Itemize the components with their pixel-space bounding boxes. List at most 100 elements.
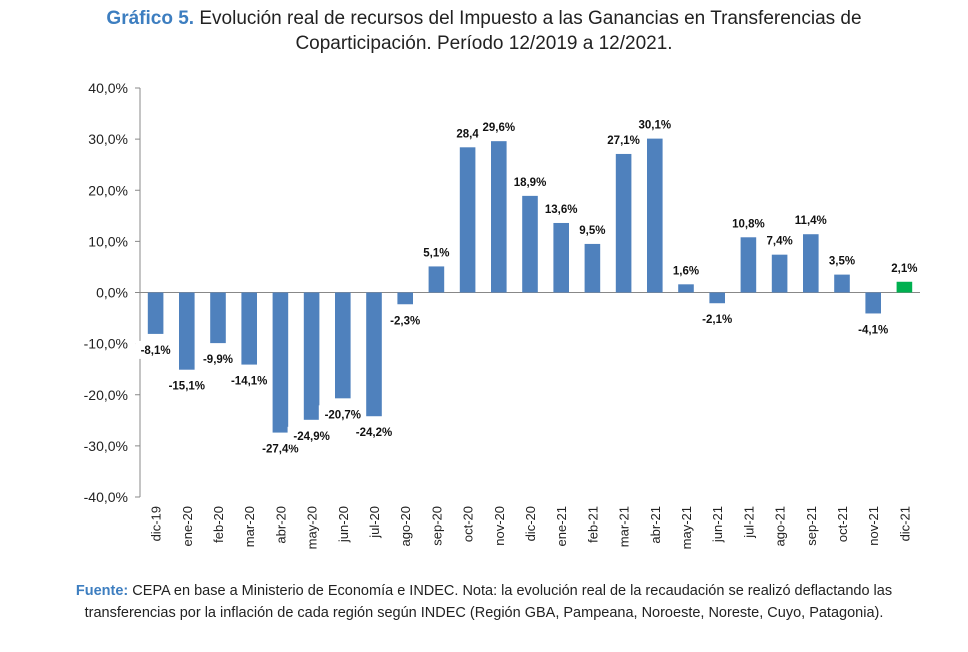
bar — [771, 254, 788, 293]
data-label: 27,1% — [607, 135, 640, 147]
data-label-bg — [384, 311, 426, 330]
bar — [210, 292, 226, 344]
data-label: 9,5% — [579, 225, 605, 237]
data-label-bg — [225, 371, 274, 390]
data-label-bg — [669, 261, 703, 280]
x-tick-label: jun-20 — [336, 506, 351, 543]
data-label: 1,6% — [673, 265, 699, 277]
data-label: -15,1% — [169, 381, 205, 393]
y-tick-label: 0,0% — [96, 285, 128, 301]
data-label: -8,1% — [141, 345, 171, 357]
data-label-bg — [634, 115, 676, 134]
data-label-bg — [135, 340, 177, 359]
data-label: -20,7% — [325, 409, 361, 421]
bar — [553, 222, 569, 293]
data-label-bg — [852, 320, 894, 339]
source-note: Fuente: CEPA en base a Ministerio de Eco… — [30, 580, 938, 624]
x-tick-label: jul-20 — [367, 506, 382, 539]
x-tick-label: oct-21 — [835, 506, 850, 542]
data-label: 13,6% — [545, 204, 578, 216]
bar — [647, 138, 663, 293]
data-label: -4,1% — [858, 324, 888, 336]
data-label: 7,4% — [766, 236, 792, 248]
bar — [834, 274, 850, 293]
data-label: -2,1% — [702, 314, 732, 326]
bar — [303, 292, 320, 420]
data-label: -24,9% — [293, 431, 329, 443]
source-prefix: Fuente: — [75, 583, 129, 599]
data-label: 10,8% — [732, 218, 765, 230]
source-text: CEPA en base a Ministerio de Economía e … — [84, 583, 893, 621]
y-tick-label: 30,0% — [88, 131, 128, 147]
chart-title: Gráfico 5. Evolución real de recursos de… — [40, 6, 928, 56]
data-label-bg — [350, 423, 398, 442]
x-tick-label: oct-20 — [461, 506, 476, 542]
x-tick-label: feb-21 — [585, 506, 600, 543]
data-label-bg — [162, 376, 211, 395]
y-tick-label: -20,0% — [84, 387, 128, 403]
x-tick-label: ene-21 — [554, 506, 569, 546]
x-tick-label: ene-20 — [180, 506, 195, 546]
data-label-bg — [887, 258, 922, 277]
bar — [803, 234, 819, 293]
data-label: -14,1% — [231, 376, 267, 388]
data-label-bg — [509, 172, 551, 191]
x-tick-label: may-20 — [305, 506, 320, 549]
data-label: 5,1% — [423, 247, 449, 259]
data-label: -24,2% — [356, 427, 392, 439]
data-label-bg — [727, 214, 769, 233]
data-label: 2,1% — [891, 263, 917, 275]
bar — [397, 292, 413, 305]
x-tick-label: feb-20 — [211, 506, 226, 543]
data-label-bg — [603, 130, 645, 149]
bar — [179, 292, 195, 370]
x-tick-label: nov-20 — [492, 506, 507, 546]
x-tick-label: abr-20 — [273, 506, 288, 544]
x-tick-label: abr-21 — [648, 506, 663, 544]
x-tick-label: ago-20 — [398, 506, 413, 546]
chart-title-prefix: Gráfico 5. — [106, 8, 195, 29]
data-label: 28,4 — [456, 128, 479, 140]
x-tick-label: mar-21 — [617, 506, 632, 547]
bar — [428, 266, 445, 293]
y-tick-label: 20,0% — [88, 182, 128, 198]
bar — [147, 292, 164, 334]
data-label-bg — [450, 124, 485, 143]
x-tick-label: dic-19 — [149, 506, 164, 541]
y-tick-label: 40,0% — [88, 80, 128, 96]
y-tick-label: -40,0% — [84, 489, 128, 505]
data-label: 18,9% — [514, 177, 547, 189]
x-tick-label: jul-21 — [741, 506, 756, 539]
y-tick-label: 10,0% — [88, 233, 128, 249]
x-tick-label: jun-21 — [710, 506, 725, 543]
bar — [615, 153, 632, 293]
y-tick-label: -30,0% — [84, 438, 128, 454]
data-label-bg — [696, 310, 738, 329]
data-label: 29,6% — [482, 122, 515, 134]
bar — [709, 292, 725, 304]
data-label: -2,3% — [390, 315, 420, 327]
data-label-bg — [318, 405, 367, 424]
bar — [678, 284, 694, 293]
bar — [896, 281, 913, 293]
bar — [459, 147, 476, 293]
x-tick-label: dic-20 — [523, 506, 538, 541]
data-label-bg — [825, 251, 859, 270]
data-label-bg — [287, 426, 336, 445]
bar — [272, 292, 289, 433]
data-label-bg — [790, 211, 832, 230]
bar — [335, 292, 351, 399]
bar — [522, 195, 538, 293]
bar-chart: 40,0% 30,0% 20,0% 10,0% 0,0% -10,0% -20,0% -30,… — [84, 80, 922, 549]
data-label-bg — [762, 231, 797, 250]
bar — [491, 141, 507, 293]
data-label: -27,4% — [262, 444, 298, 456]
x-tick-label: dic-21 — [897, 506, 912, 541]
bar — [366, 292, 382, 417]
x-tick-label: sep-21 — [804, 506, 819, 546]
data-label-bg — [478, 118, 520, 137]
data-label: -9,9% — [203, 354, 233, 366]
bar — [241, 292, 257, 365]
x-tick-label: may-21 — [679, 506, 694, 549]
data-label-bg — [197, 350, 239, 369]
